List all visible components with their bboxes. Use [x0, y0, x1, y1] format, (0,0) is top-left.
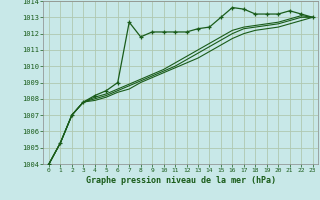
X-axis label: Graphe pression niveau de la mer (hPa): Graphe pression niveau de la mer (hPa) [86, 176, 276, 185]
